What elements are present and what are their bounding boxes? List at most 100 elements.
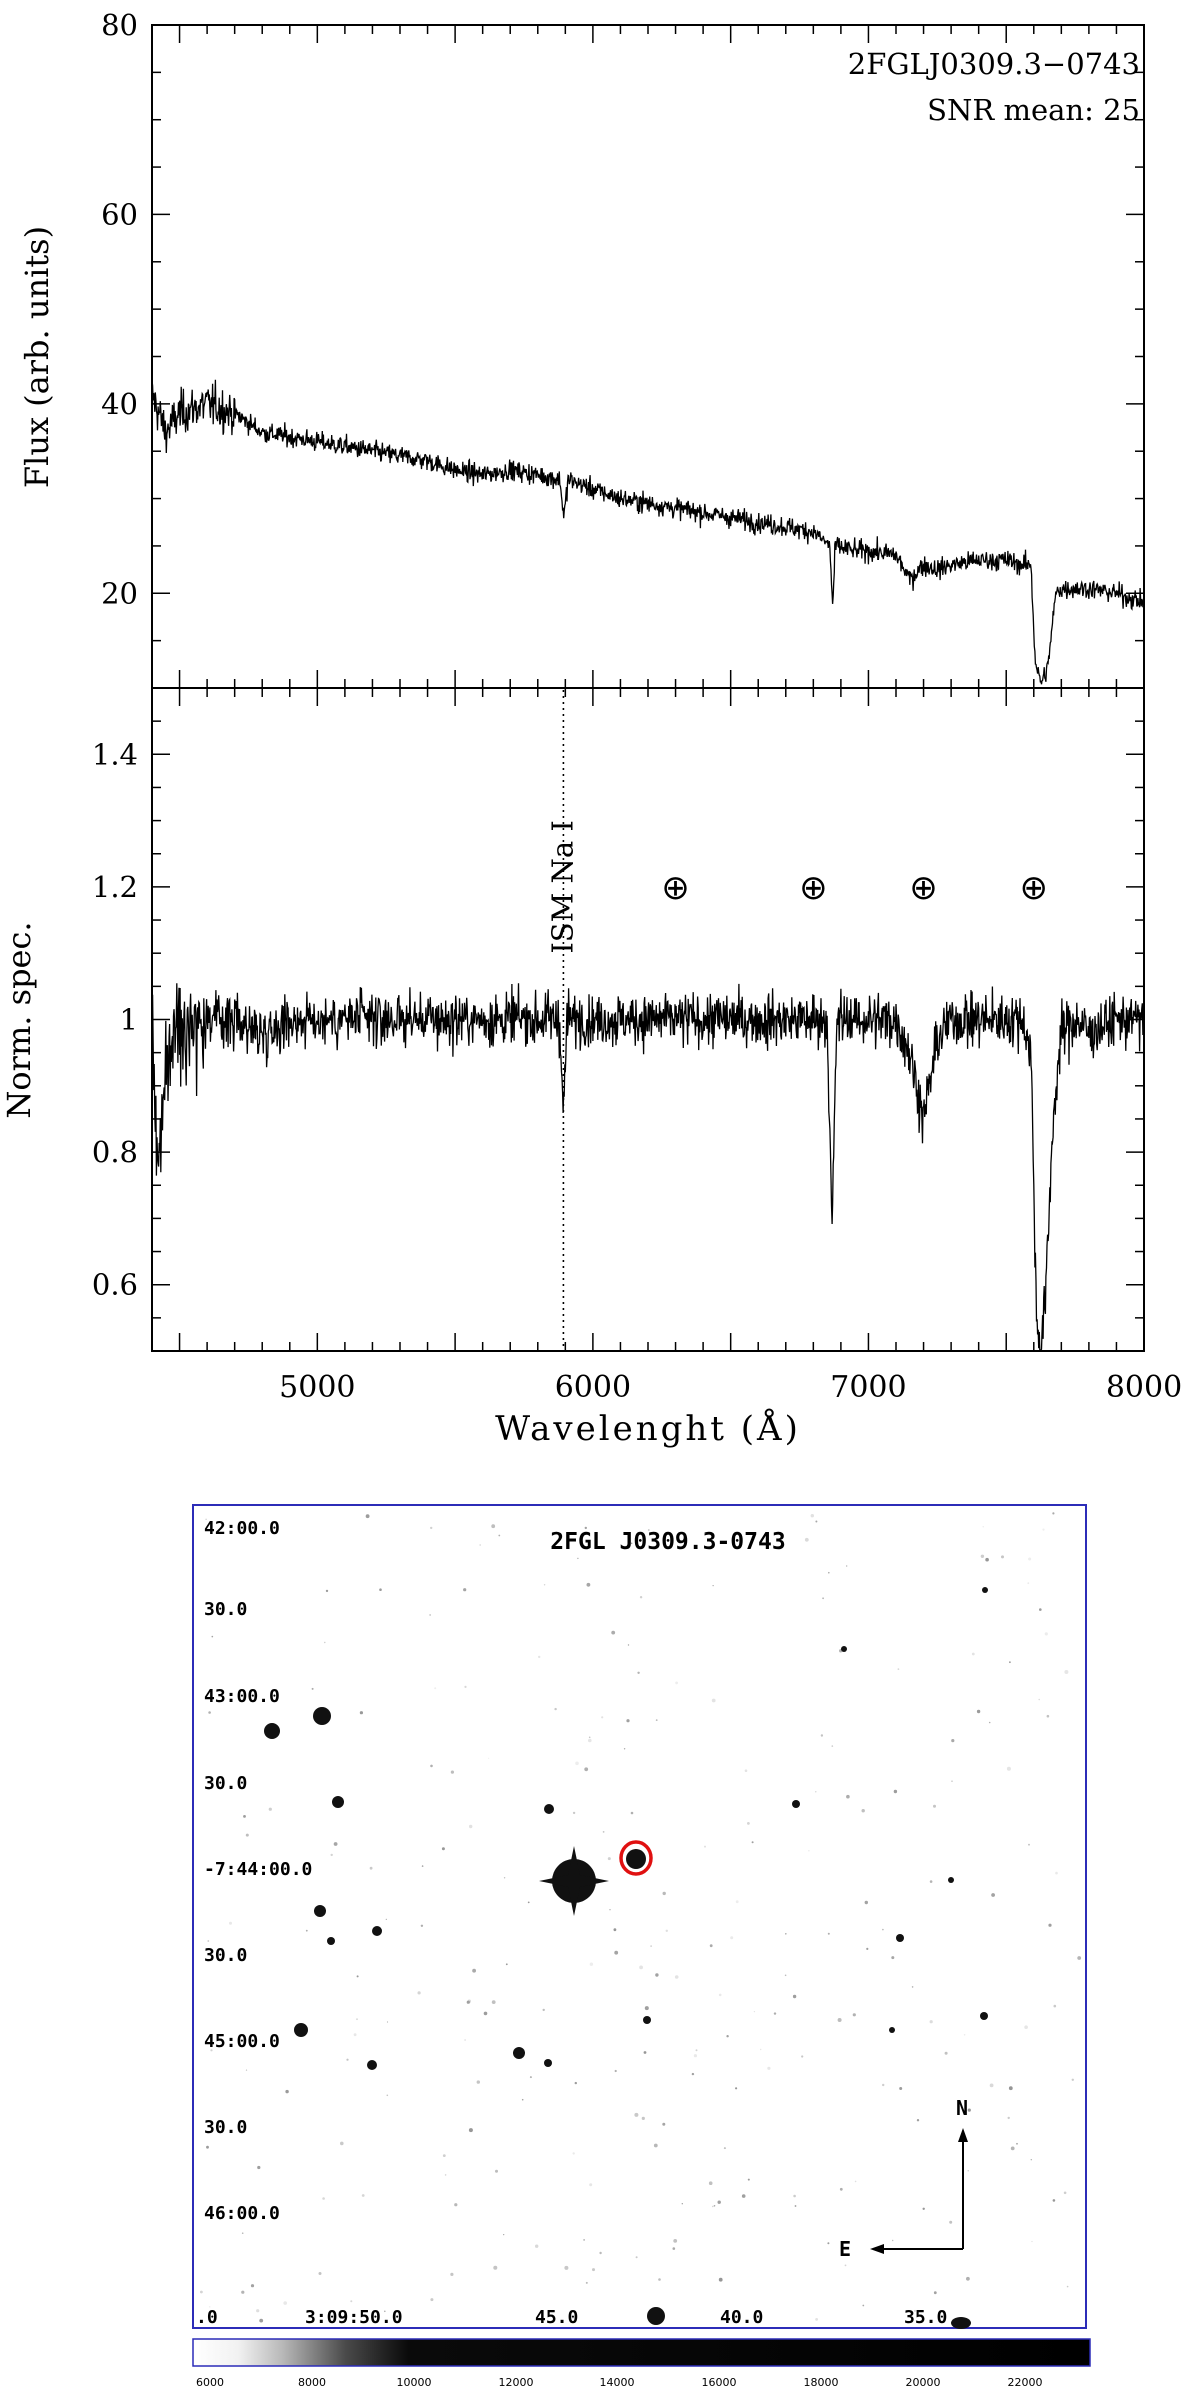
noise-speck (318, 2272, 322, 2275)
noise-speck (815, 1791, 817, 1793)
star (951, 2317, 971, 2329)
normalized-y-tick-label: 0.8 (92, 1135, 138, 1169)
telluric-marker: ⊕ (1020, 868, 1049, 908)
noise-speck (572, 2152, 575, 2155)
noise-speck (643, 2051, 647, 2054)
noise-speck (747, 2178, 750, 2181)
noise-speck (933, 1804, 936, 1808)
colorbar-tick: 22000 (1008, 2376, 1043, 2389)
noise-speck (483, 2011, 488, 2016)
noise-speck (491, 1524, 496, 1529)
star (980, 2012, 988, 2020)
noise-speck (966, 2276, 970, 2281)
noise-speck (611, 1630, 616, 1635)
noise-speck (828, 1571, 830, 1574)
noise-speck (735, 1900, 739, 1904)
noise-speck (365, 1514, 370, 1519)
flux-y-axis-label: Flux (arb. units) (18, 226, 56, 488)
background-noise (200, 1512, 1082, 2323)
noise-speck (211, 1635, 214, 1638)
noise-speck (430, 2298, 434, 2302)
noise-speck (417, 1991, 421, 1995)
noise-speck (572, 1811, 576, 1815)
finding-chart-frame (192, 1504, 1087, 2329)
noise-speck (741, 2194, 746, 2198)
noise-speck (205, 1518, 207, 1521)
noise-speck (922, 2207, 925, 2210)
noise-speck (985, 1557, 989, 1562)
star (948, 1877, 954, 1883)
noise-speck (241, 2290, 245, 2294)
noise-speck (584, 1767, 589, 1772)
noise-speck (897, 1668, 900, 1670)
noise-speck (899, 2087, 903, 2090)
noise-speck (257, 2165, 261, 2170)
noise-speck (583, 2239, 585, 2241)
noise-speck (614, 1950, 619, 1955)
dec-label: -7:44:00.0 (204, 1859, 312, 1880)
noise-speck (466, 2000, 470, 2004)
star (792, 1800, 800, 1808)
snr-label: SNR mean: 25 (927, 93, 1140, 127)
star (647, 2307, 665, 2325)
noise-speck (967, 2108, 971, 2112)
noise-speck (208, 2306, 211, 2308)
noise-speck (444, 2174, 447, 2176)
noise-speck (599, 2251, 602, 2255)
noise-speck (369, 1866, 373, 1870)
dec-label: 30.0 (204, 1945, 247, 1966)
noise-speck (505, 1963, 508, 1966)
noise-speck (794, 2205, 797, 2207)
noise-speck (1048, 1923, 1052, 1927)
noise-speck (675, 1681, 678, 1685)
normalized-panel: 0.60.811.21.4 5000 6000 7000 8000 ISM Na I … (0, 687, 1182, 1449)
noise-speck (980, 1554, 985, 1559)
noise-speck (726, 2035, 729, 2038)
noise-speck (469, 1824, 473, 1829)
noise-speck (673, 2239, 678, 2243)
telluric-marker: ⊕ (661, 868, 690, 908)
noise-speck (712, 1585, 714, 1587)
noise-speck (208, 1788, 210, 1790)
noise-speck (434, 1687, 437, 1690)
normalized-spectrum-line (151, 983, 1145, 1351)
normalized-y-tick-label: 1.4 (92, 737, 138, 771)
noise-speck (951, 1780, 953, 1782)
noise-speck (708, 2181, 713, 2185)
dec-label: 30.0 (204, 1773, 247, 1794)
noise-speck (637, 1671, 640, 1675)
ra-labels: .0 3:09:50.0 45.0 40.0 35.0 (196, 2307, 947, 2328)
noise-speck (498, 1534, 501, 1537)
star (896, 1934, 904, 1942)
noise-speck (793, 2194, 796, 2198)
noise-speck (971, 1652, 975, 1656)
flux-y-tick-label: 20 (101, 576, 138, 610)
noise-speck (493, 2265, 498, 2270)
noise-speck (200, 2290, 203, 2294)
noise-speck (243, 1815, 246, 1818)
noise-speck (229, 1921, 232, 1925)
star (313, 1707, 331, 1725)
noise-speck (384, 2310, 386, 2313)
noise-speck (711, 1698, 716, 1703)
noise-speck (592, 2268, 595, 2272)
noise-speck (967, 2170, 969, 2172)
noise-speck (464, 2039, 466, 2041)
normalized-y-tick-label: 1 (120, 1003, 138, 1037)
noise-speck (430, 1764, 433, 1768)
noise-speck (207, 1940, 210, 1942)
noise-speck (245, 1833, 249, 1837)
wavelength-x-tick-label: 5000 (279, 1370, 355, 1405)
noise-speck (495, 2169, 498, 2173)
noise-speck (429, 1614, 431, 1616)
normalized-y-tick-label: 0.6 (92, 1268, 138, 1302)
noise-speck (693, 2054, 698, 2058)
noise-speck (717, 2200, 721, 2204)
noise-speck (647, 1529, 650, 1531)
noise-speck (441, 1847, 445, 1851)
field-stars (264, 1587, 988, 2329)
noise-speck (521, 2098, 524, 2101)
noise-speck (658, 2278, 661, 2281)
noise-speck (359, 1711, 363, 1715)
